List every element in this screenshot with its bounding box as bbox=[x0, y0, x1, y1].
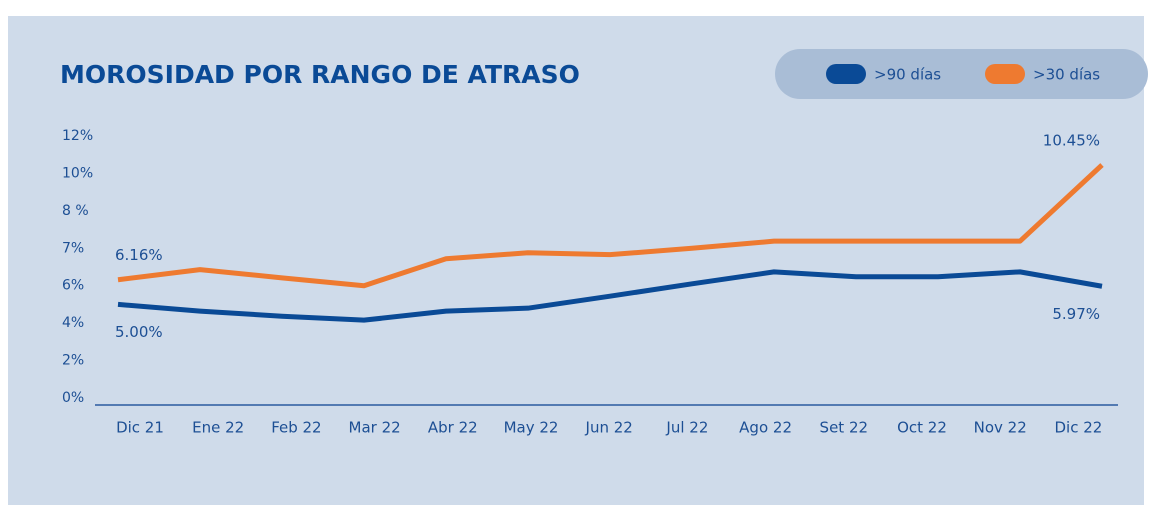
legend-label: >90 días bbox=[874, 66, 941, 84]
x-tick-label: Dic 21 bbox=[116, 419, 164, 437]
legend-swatch bbox=[826, 64, 866, 84]
value-label: 5.97% bbox=[1052, 305, 1100, 323]
y-tick-label: 7% bbox=[62, 240, 84, 256]
x-tick-label: Feb 22 bbox=[271, 419, 321, 437]
x-tick-label: Set 22 bbox=[820, 419, 869, 437]
value-label: 10.45% bbox=[1043, 131, 1100, 149]
chart-title: MOROSIDAD POR RANGO DE ATRASO bbox=[60, 60, 580, 89]
y-tick-label: 2% bbox=[62, 353, 84, 369]
x-tick-label: Jul 22 bbox=[665, 419, 708, 437]
y-tick-label: 12% bbox=[62, 128, 93, 144]
value-label: 6.16% bbox=[115, 246, 163, 264]
y-tick-label: 6% bbox=[62, 278, 84, 294]
series-line bbox=[117, 269, 1103, 323]
x-tick-label: Nov 22 bbox=[974, 419, 1027, 437]
x-tick-label: Mar 22 bbox=[349, 419, 401, 437]
x-tick-label: Dic 22 bbox=[1054, 419, 1102, 437]
legend-box bbox=[775, 49, 1148, 99]
y-tick-label: 10% bbox=[62, 165, 93, 181]
x-tick-label: Oct 22 bbox=[897, 419, 947, 437]
legend-label: >30 días bbox=[1033, 66, 1100, 84]
series-line bbox=[117, 163, 1104, 289]
y-tick-label: 8 % bbox=[62, 203, 89, 219]
legend-swatch bbox=[985, 64, 1025, 84]
x-tick-label: Ene 22 bbox=[192, 419, 244, 437]
x-tick-label: Ago 22 bbox=[739, 419, 792, 437]
y-tick-label: 0% bbox=[62, 390, 84, 406]
x-tick-label: Abr 22 bbox=[428, 419, 478, 437]
x-tick-label: May 22 bbox=[504, 419, 559, 437]
y-tick-label: 4% bbox=[62, 315, 84, 331]
value-label: 5.00% bbox=[115, 323, 163, 341]
x-tick-label: Jun 22 bbox=[585, 419, 633, 437]
